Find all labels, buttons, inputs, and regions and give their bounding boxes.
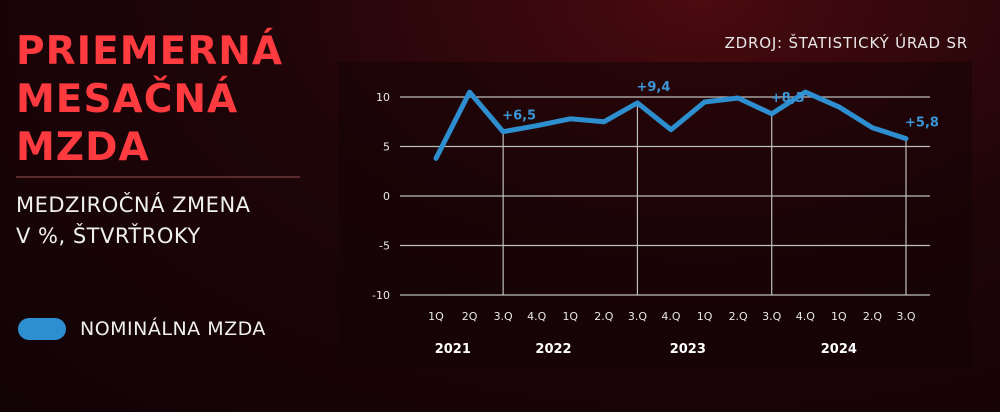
- title-line-1: PRIEMERNÁ: [16, 29, 284, 74]
- legend: NOMINÁLNA MZDA: [18, 318, 266, 340]
- title-line-3: MZDA: [16, 125, 150, 170]
- y-tick-label: 5: [383, 141, 390, 154]
- y-tick-label: -5: [379, 240, 390, 253]
- x-tick-label: 3.Q: [896, 310, 915, 323]
- source-note: ZDROJ: ŠTATISTICKÝ ÚRAD SR: [724, 34, 968, 52]
- x-tick-label: 1Q: [562, 310, 578, 323]
- year-label: 2021: [435, 342, 471, 357]
- year-label: 2024: [821, 342, 857, 357]
- year-label: 2023: [670, 342, 706, 357]
- x-tick-label: 4.Q: [661, 310, 680, 323]
- title-divider: [16, 176, 300, 178]
- x-tick-label: 4.Q: [796, 310, 815, 323]
- x-tick-label: 1Q: [831, 310, 847, 323]
- year-label: 2022: [535, 342, 571, 357]
- chart-subtitle: MEDZIROČNÁ ZMENA V %, ŠTVRŤROKY: [16, 190, 316, 252]
- data-label: +5,8: [905, 116, 939, 131]
- y-tick-label: 0: [383, 190, 390, 203]
- x-tick-label: 3.Q: [762, 310, 781, 323]
- chart-title: PRIEMERNÁ MESAČNÁ MZDA: [16, 28, 316, 172]
- data-label: +6,5: [502, 109, 536, 124]
- y-tick-label: 10: [376, 91, 390, 104]
- data-label: +9,4: [636, 80, 670, 95]
- x-tick-label: 4.Q: [527, 310, 546, 323]
- x-tick-label: 2.Q: [594, 310, 613, 323]
- x-tick-label: 2.Q: [863, 310, 882, 323]
- x-tick-label: 3.Q: [628, 310, 647, 323]
- subtitle-line-1: MEDZIROČNÁ ZMENA: [16, 193, 251, 217]
- x-tick-label: 1Q: [428, 310, 444, 323]
- data-label: +8,3: [771, 91, 805, 106]
- x-tick-label: 1Q: [697, 310, 713, 323]
- subtitle-line-2: V %, ŠTVRŤROKY: [16, 224, 201, 248]
- x-tick-label: 2.Q: [729, 310, 748, 323]
- series-line-nominalna-mzda: [433, 89, 909, 161]
- x-tick-label: 3.Q: [494, 310, 513, 323]
- chart-panel: [338, 62, 972, 368]
- y-tick-label: -10: [372, 289, 390, 302]
- legend-swatch: [18, 318, 66, 340]
- title-line-2: MESAČNÁ: [16, 77, 239, 122]
- legend-label: NOMINÁLNA MZDA: [80, 318, 266, 340]
- x-tick-label: 2Q: [462, 310, 478, 323]
